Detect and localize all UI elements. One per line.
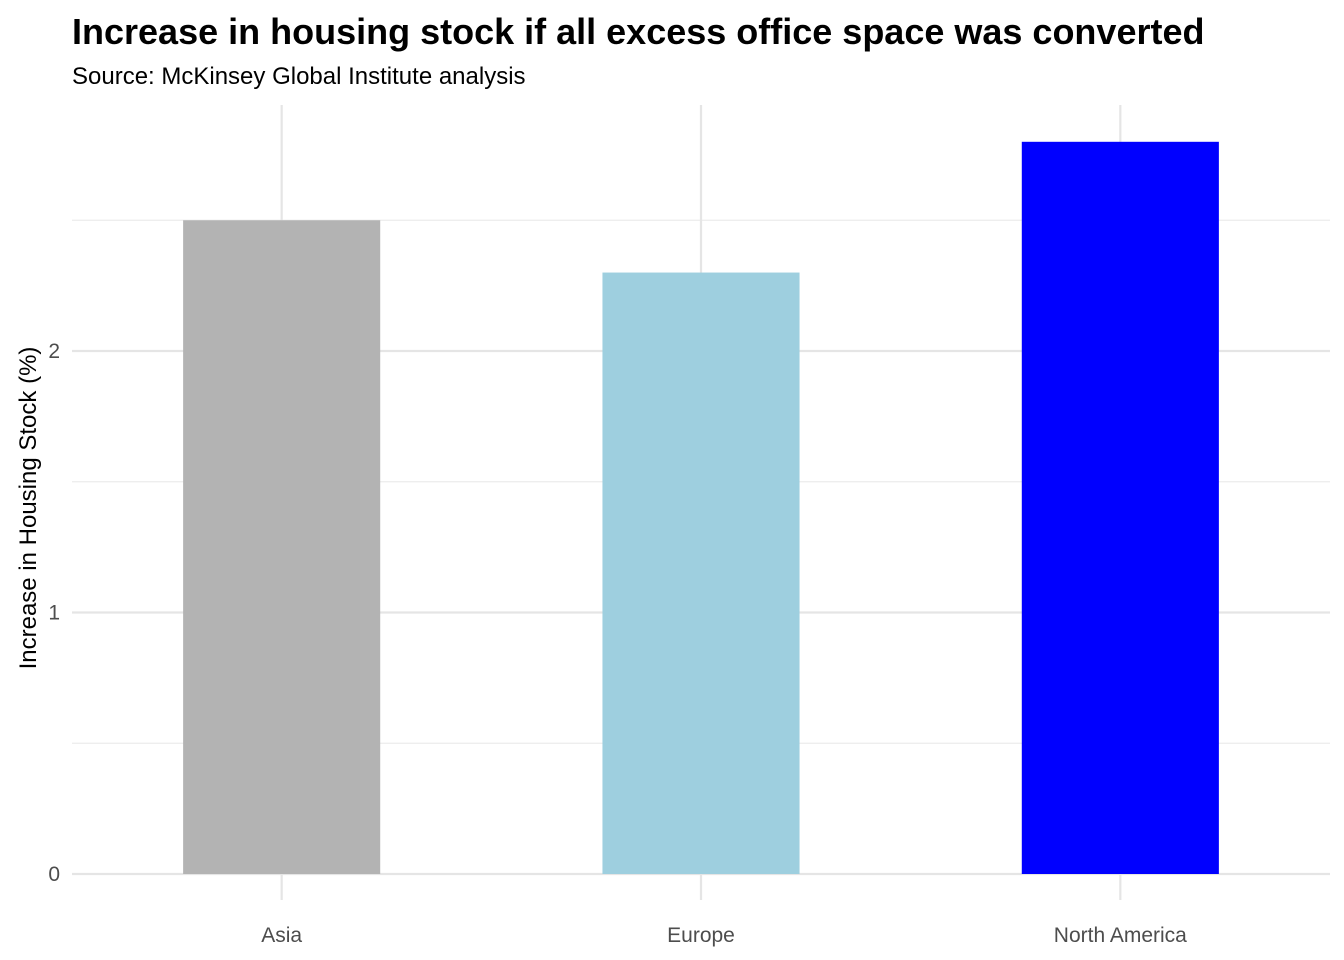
y-tick-label: 1 xyxy=(48,602,60,625)
x-tick-label: North America xyxy=(1054,924,1187,947)
bar-europe xyxy=(602,272,800,874)
x-tick-label: Europe xyxy=(667,924,735,947)
y-axis-title: Increase in Housing Stock (%) xyxy=(15,347,42,670)
y-tick-label: 2 xyxy=(48,340,60,363)
tick-layer: 0 1 2 Asia Europe North America xyxy=(48,340,1187,947)
x-tick-label: Asia xyxy=(261,924,302,947)
chart-title: Increase in housing stock if all excess … xyxy=(72,11,1205,52)
bar-asia xyxy=(183,220,381,874)
chart-subtitle: Source: McKinsey Global Institute analys… xyxy=(72,63,526,90)
bar-layer xyxy=(183,141,1219,875)
bar-north-america xyxy=(1021,141,1219,875)
y-tick-label: 0 xyxy=(48,863,60,886)
